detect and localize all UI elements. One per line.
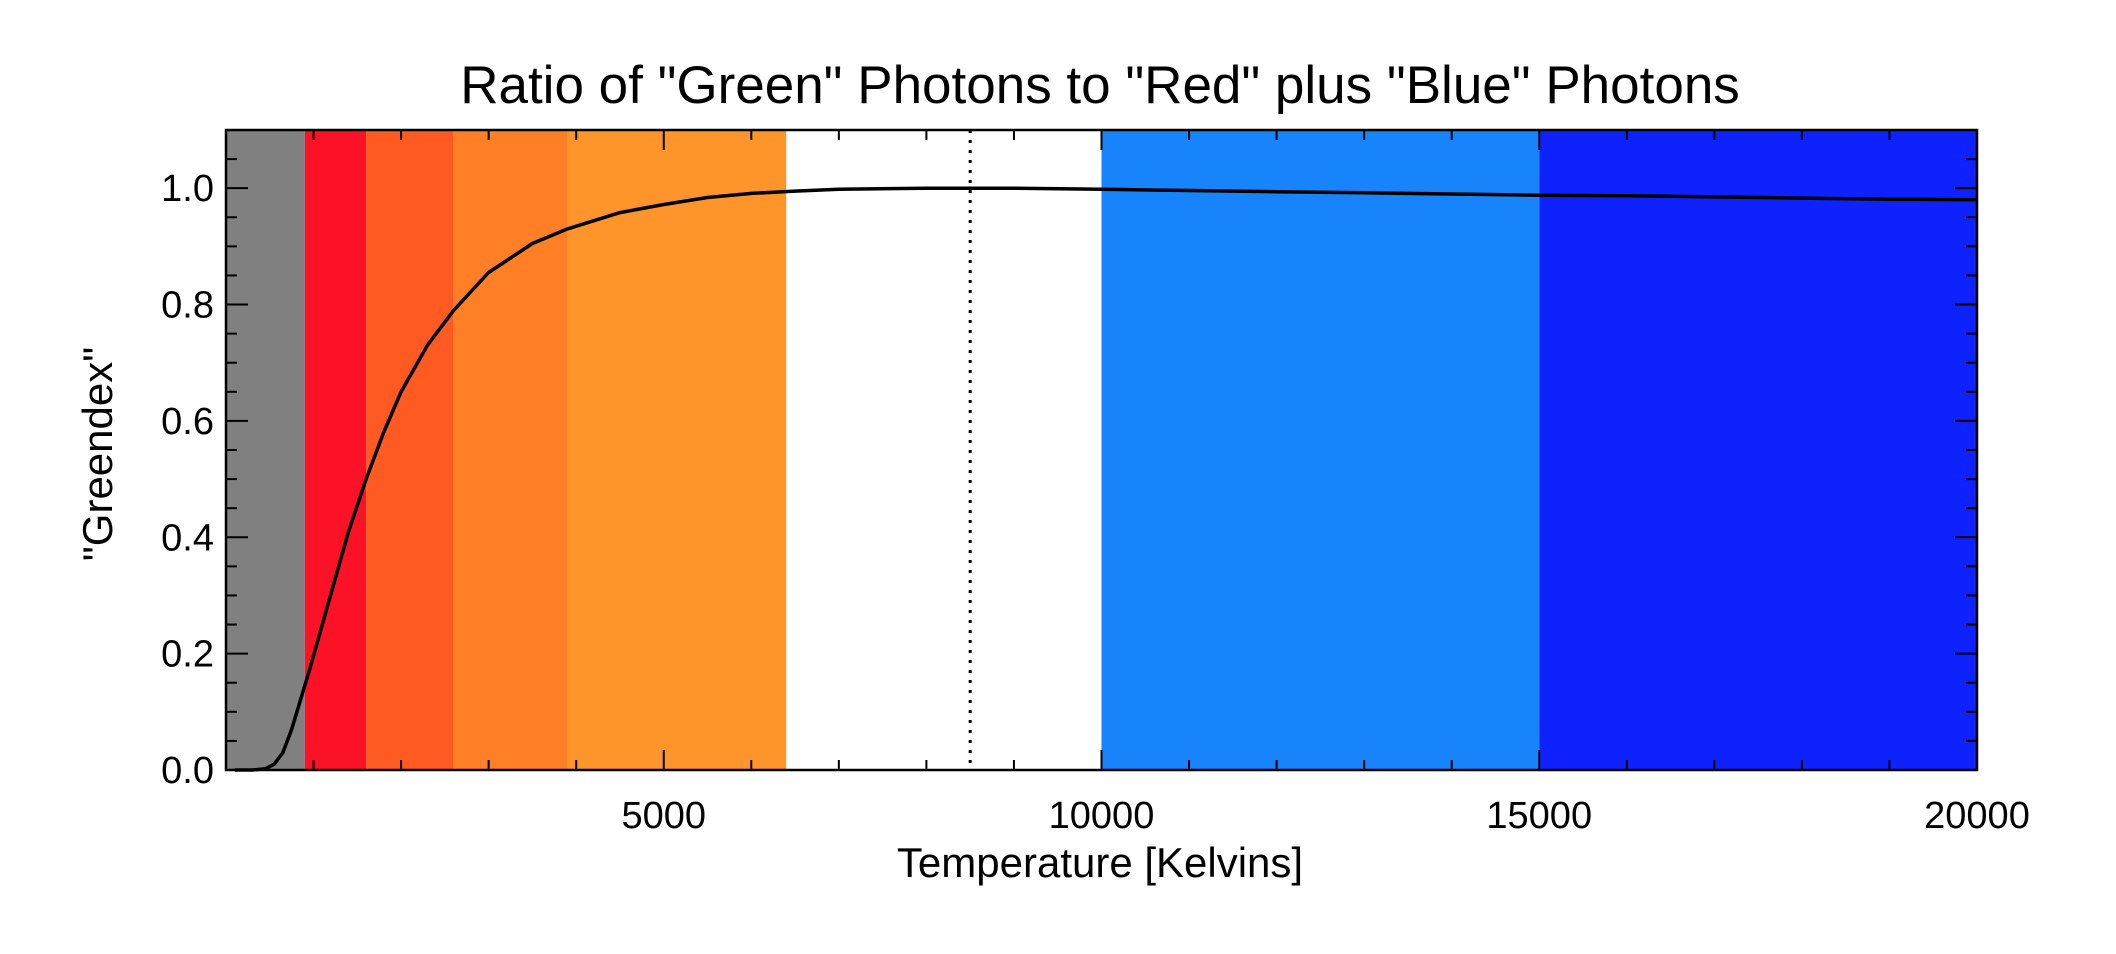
tick-labels: 5000 10000 15000 20000 0.0 0.2 0.4 0.6 0.8 1.0 [161,168,2030,837]
x-tick-label: 20000 [1924,795,2030,837]
y-tick-label: 0.0 [161,750,214,792]
series-group [234,186,1978,772]
axis-ticks [226,130,1977,770]
color-band-7 [1539,130,1977,770]
y-axis-label: "Greendex" [74,347,121,561]
x-tick-label: 15000 [1486,795,1592,837]
color-band-2 [366,130,454,770]
x-tick-label: 10000 [1049,795,1155,837]
y-tick-label: 0.8 [161,285,214,327]
plot-frame [224,128,1979,772]
y-tick-label: 0.4 [161,517,214,559]
y-tick-label: 1.0 [161,168,214,210]
color-bands [226,130,1977,770]
color-band-6 [1101,130,1540,770]
color-band-5 [786,130,1102,770]
series-line-0 [234,186,1978,772]
color-band-3 [453,130,568,770]
color-band-0 [226,130,305,770]
color-band-4 [567,130,787,770]
x-tick-label: 5000 [621,795,706,837]
x-axis-label: Temperature [Kelvins] [897,839,1303,886]
y-tick-label: 0.2 [161,634,214,676]
chart-title: Ratio of "Green" Photons to "Red" plus "… [460,56,1740,115]
color-band-1 [304,130,367,770]
y-tick-label: 0.6 [161,401,214,443]
